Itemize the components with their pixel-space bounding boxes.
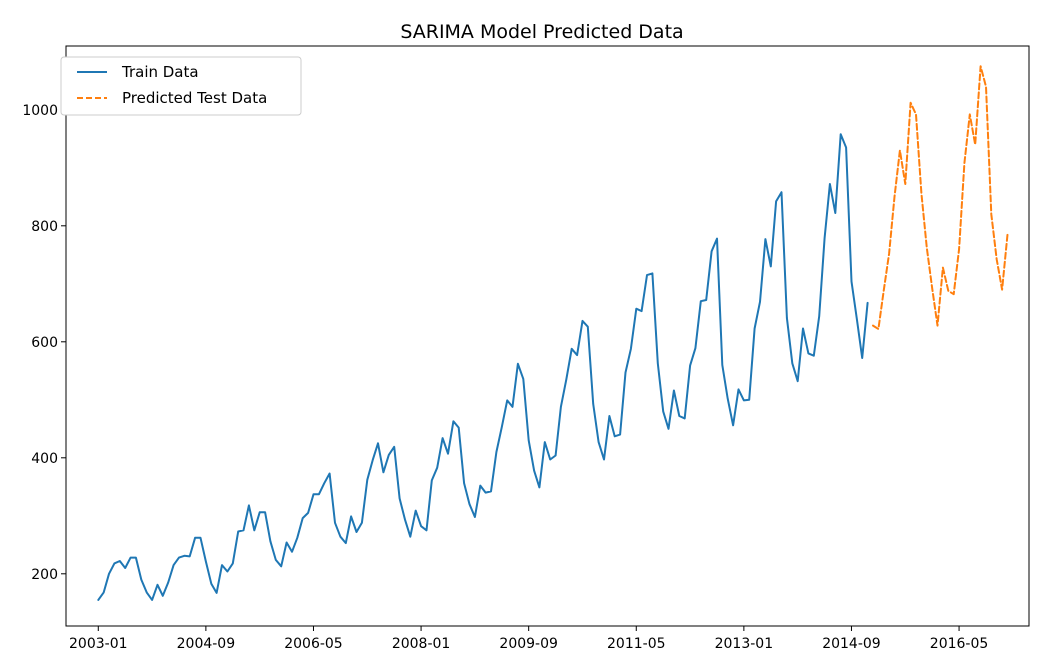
legend: Train Data Predicted Test Data [60, 56, 302, 116]
chart-title: SARIMA Model Predicted Data [400, 21, 683, 43]
y-tick-label: 200 [31, 567, 58, 583]
legend-label-predicted-test-data: Predicted Test Data [122, 89, 267, 107]
y-tick-label: 600 [31, 335, 58, 351]
x-axis: 2003-01 2004-09 2006-05 2008-01 2009-09 2011-… [69, 626, 988, 652]
legend-label-train-data: Train Data [121, 63, 199, 81]
x-tick-label: 2003-01 [69, 636, 128, 652]
x-tick-label: 2009-09 [499, 636, 558, 652]
x-tick-label: 2011-05 [607, 636, 666, 652]
x-tick-label: 2004-09 [177, 636, 236, 652]
x-tick-label: 2014-09 [822, 636, 881, 652]
legend-box [60, 56, 302, 116]
x-tick-label: 2008-01 [392, 636, 451, 652]
x-tick-label: 2016-05 [930, 636, 989, 652]
y-tick-label: 1000 [22, 103, 58, 119]
x-tick-label: 2013-01 [715, 636, 774, 652]
series-line-train-data [97, 133, 869, 601]
x-tick-label: 2006-05 [284, 636, 343, 652]
plot-area [65, 45, 1030, 627]
y-axis: 200 400 600 800 1000 [22, 103, 66, 583]
y-tick-label: 800 [31, 219, 58, 235]
y-tick-label: 400 [31, 451, 58, 467]
series-line-predicted-test-data [872, 65, 1009, 330]
series-layer [97, 65, 1009, 601]
